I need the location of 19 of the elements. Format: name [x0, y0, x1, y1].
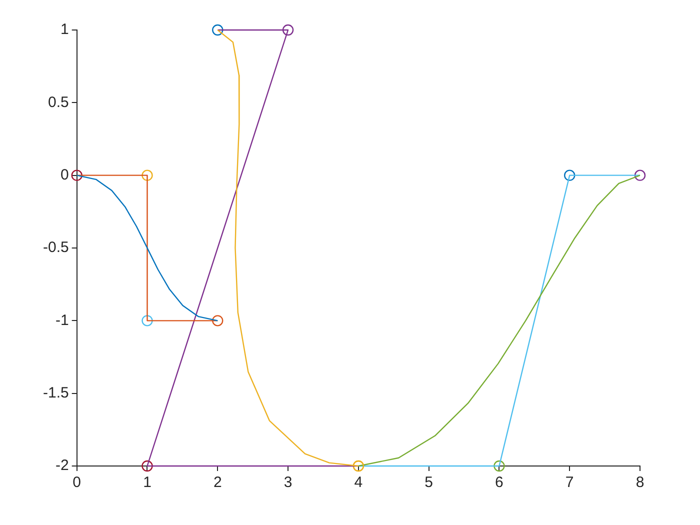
x-tick-label: 0	[72, 474, 82, 492]
y-tick-label: -2	[56, 457, 69, 474]
point	[494, 460, 505, 472]
x-tick-label: 5	[424, 474, 433, 492]
y-tick-label: -1	[56, 312, 69, 329]
x-tick-label: 2	[213, 474, 222, 492]
x-tick-label: 6	[495, 474, 504, 492]
y-tick-label: 0.5	[48, 94, 69, 111]
y-tick-label: 1	[60, 21, 69, 38]
x-tick-label: 4	[354, 474, 363, 492]
y-tick-label: -0.5	[42, 239, 69, 256]
x-tick-label: 1	[143, 474, 152, 492]
point	[212, 315, 224, 326]
x-tick-label: 7	[565, 474, 574, 492]
y-tick-label: -1.5	[42, 384, 69, 402]
point	[142, 315, 153, 326]
x-tick-label: 3	[284, 474, 292, 492]
y-tick-label: 0	[60, 166, 69, 184]
x-tick-label: 8	[636, 474, 644, 492]
